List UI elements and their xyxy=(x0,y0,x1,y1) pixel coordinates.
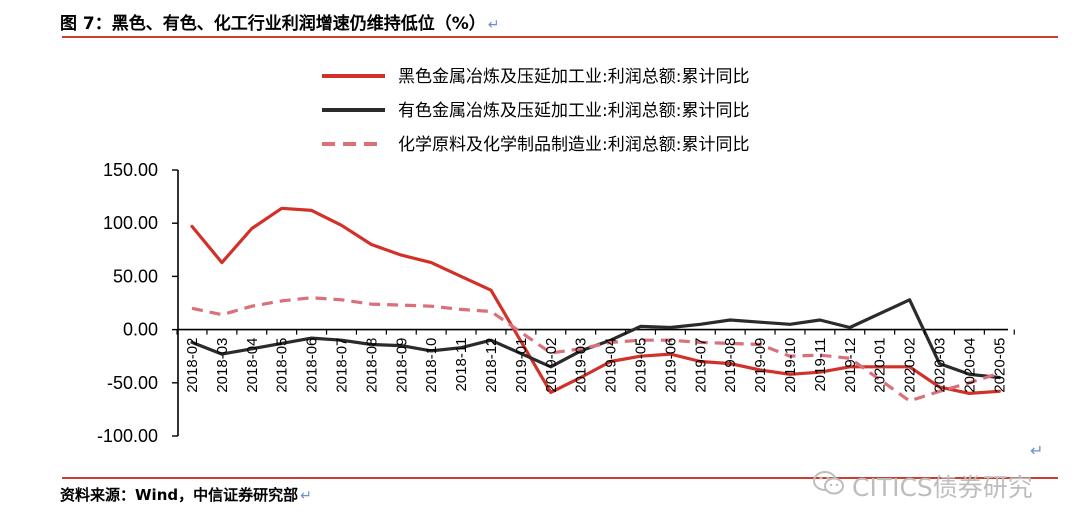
x-axis-ticks: 2018-02 2018-03 2018-04 2018-05 2018-06 2018-… xyxy=(176,329,1015,393)
return-mark-icon: ↵ xyxy=(1030,441,1044,460)
chart-axes xyxy=(177,170,1008,436)
x-tick-label: 2018-08 xyxy=(363,338,380,393)
x-tick-label: 2020-05 xyxy=(991,338,1008,393)
x-tick-label: 2019-03 xyxy=(573,338,590,393)
x-tick-label: 2018-02 xyxy=(184,338,201,393)
x-tick-label: 2019-01 xyxy=(513,338,530,393)
series-line-3 xyxy=(191,296,1000,403)
title-divider xyxy=(62,36,1058,38)
x-tick-label: 2018-06 xyxy=(304,338,321,393)
y-tick-label: -100.00 xyxy=(97,426,158,446)
x-tick-label: 2018-03 xyxy=(214,338,231,393)
figure-source: 资料来源：Wind，中信证券研究部 ↵ xyxy=(60,484,312,505)
y-tick-label: -50.00 xyxy=(107,373,158,393)
series-1 xyxy=(190,206,1001,395)
x-tick-label: 2018-05 xyxy=(274,338,291,393)
legend-label: 黑色金属冶炼及压延加工业:利润总额:累计同比 xyxy=(398,67,749,87)
x-tick-label: 2020-04 xyxy=(961,338,978,393)
figure-source-text: 资料来源：Wind，中信证券研究部 xyxy=(60,486,299,504)
source-divider xyxy=(62,477,1058,479)
x-tick-label: 2018-07 xyxy=(334,338,351,393)
legend-label: 化学原料及化学制品制造业:利润总额:累计同比 xyxy=(398,135,749,155)
series-line-1 xyxy=(190,206,1001,395)
legend-item: 化学原料及化学制品制造业:利润总额:累计同比 xyxy=(322,135,749,155)
x-tick-label: 2019-02 xyxy=(543,338,560,393)
x-tick-label: 2018-10 xyxy=(423,338,440,393)
series-3 xyxy=(191,296,1000,403)
x-tick-label: 2019-05 xyxy=(633,338,650,393)
x-tick-label: 2019-08 xyxy=(722,338,739,393)
y-tick-label: 150.00 xyxy=(103,160,158,180)
x-tick-label: 2018-04 xyxy=(244,338,261,393)
x-tick-label: 2019-10 xyxy=(782,338,799,393)
x-tick-label: 2019-12 xyxy=(842,338,859,393)
legend-label: 有色金属冶炼及压延加工业:利润总额:累计同比 xyxy=(398,101,749,121)
y-tick-label: 100.00 xyxy=(103,213,158,233)
x-tick-label: 2018-09 xyxy=(393,338,410,393)
x-tick-label: 2018-11 xyxy=(453,338,470,392)
y-tick-label: 50.00 xyxy=(113,266,158,286)
x-tick-label: 2019-07 xyxy=(692,338,709,393)
watermark: CITICS债券研究 xyxy=(812,468,1033,504)
chart-legend: 黑色金属冶炼及压延加工业:利润总额:累计同比有色金属冶炼及压延加工业:利润总额:… xyxy=(322,67,749,155)
x-tick-label: 2020-01 xyxy=(872,338,889,393)
y-axis-ticks: 150.00 100.00 50.00 0.00 -50.00 -100.00 xyxy=(97,160,178,446)
legend-item: 黑色金属冶炼及压延加工业:利润总额:累计同比 xyxy=(322,67,749,87)
return-mark-icon: ↵ xyxy=(487,17,500,33)
x-tick-label: 2019-11 xyxy=(812,338,829,392)
x-tick-label: 2020-03 xyxy=(932,338,949,393)
x-tick-label: 2020-02 xyxy=(902,338,919,393)
watermark-text: CITICS债券研究 xyxy=(852,473,1033,502)
figure-title-text: 图 7：黑色、有色、化工行业利润增速仍维持低位（%） xyxy=(60,14,486,34)
return-mark-icon: ↵ xyxy=(300,488,312,504)
x-tick-label: 2019-06 xyxy=(662,338,679,393)
legend-item: 有色金属冶炼及压延加工业:利润总额:累计同比 xyxy=(322,101,749,121)
y-tick-label: 0.00 xyxy=(123,320,158,340)
chart-series-layer xyxy=(190,206,1001,403)
figure-title: 图 7：黑色、有色、化工行业利润增速仍维持低位（%） ↵ xyxy=(60,9,500,34)
x-tick-label: 2018-12 xyxy=(483,338,500,393)
x-tick-label: 2019-09 xyxy=(752,338,769,393)
x-tick-label: 2019-04 xyxy=(603,338,620,393)
wechat-logo-icon xyxy=(812,469,846,503)
